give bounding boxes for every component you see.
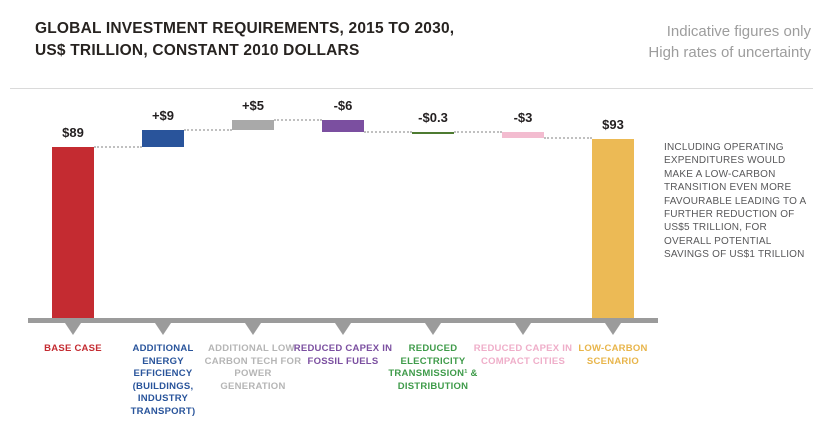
bar-6: [592, 139, 634, 318]
connector-1: [184, 128, 232, 131]
chart-title-line2: US$ TRILLION, CONSTANT 2010 DOLLARS: [35, 42, 360, 59]
disclaimer-line1: Indicative figures only: [666, 23, 811, 40]
category-label-2: ADDITIONAL LOW-CARBON TECH FOR POWER GEN…: [204, 343, 302, 392]
bar-3: [322, 120, 364, 132]
axis-marker-icon-0: [65, 323, 81, 335]
value-label-3: -$6: [333, 98, 353, 114]
bar-1: [142, 129, 184, 148]
chart-title: GLOBAL INVESTMENT REQUIREMENTS, 2015 TO …: [35, 18, 454, 62]
axis-marker-icon-3: [335, 323, 351, 335]
bar-4: [412, 131, 454, 134]
header-divider: [10, 88, 813, 89]
category-label-0: BASE CASE: [44, 343, 102, 354]
axis-marker-icon-1: [155, 323, 171, 335]
axis-marker-icon-6: [605, 323, 621, 335]
bar-2: [232, 120, 274, 130]
connector-5: [544, 137, 592, 139]
x-axis: [28, 318, 658, 323]
disclaimer-line2: High rates of uncertainty: [648, 44, 811, 61]
category-label-3: REDUCED CAPEX IN FOSSIL FUELS: [293, 343, 393, 367]
value-label-0: $89: [62, 125, 84, 141]
bar-5: [502, 132, 544, 138]
connector-2: [274, 119, 322, 122]
category-label-4: REDUCED ELECTRICITY TRANSMISSION¹ & DIST…: [388, 343, 478, 392]
connector-0: [94, 146, 142, 149]
value-label-5: -$3: [513, 110, 533, 126]
axis-marker-icon-5: [515, 323, 531, 335]
value-label-2: +$5: [241, 98, 265, 114]
connector-4: [454, 131, 502, 134]
value-label-1: +$9: [151, 107, 175, 123]
category-label-5: REDUCED CAPEX IN COMPACT CITIES: [473, 343, 573, 367]
value-label-4: -$0.3: [418, 109, 448, 125]
chart-title-line1: GLOBAL INVESTMENT REQUIREMENTS, 2015 TO …: [35, 20, 455, 37]
connector-3: [364, 130, 412, 133]
category-label-1: ADDITIONAL ENERGY EFFICIENCY (BUILDINGS,…: [130, 343, 196, 417]
side-annotation: INCLUDING OPERATING EXPENDITURES WOULD M…: [664, 142, 806, 261]
axis-marker-icon-2: [245, 323, 261, 335]
bar-0: [52, 147, 94, 318]
disclaimer-note: Indicative figures only High rates of un…: [648, 21, 811, 63]
value-label-6: $93: [602, 117, 624, 133]
axis-marker-icon-4: [425, 323, 441, 335]
category-label-6: LOW-CARBON SCENARIO: [578, 343, 648, 367]
